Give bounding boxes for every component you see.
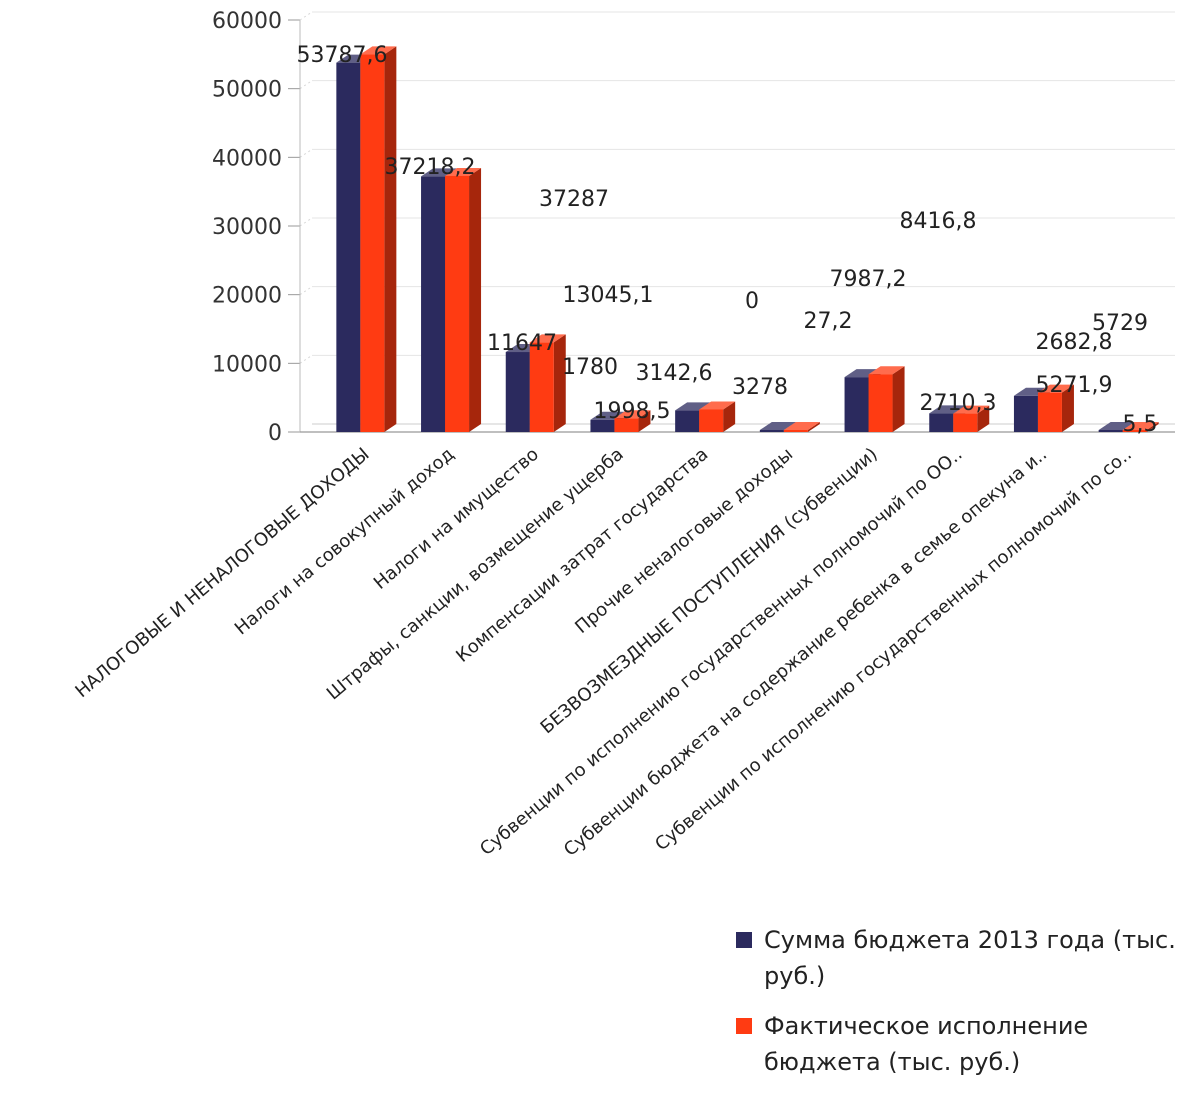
bar-top (445, 167, 482, 176)
bar-top (783, 422, 820, 430)
data-label: 2682,8 (1036, 330, 1113, 355)
bar (953, 413, 978, 432)
bar-side (469, 167, 482, 433)
bar-top (614, 410, 651, 419)
data-label: 5,5 (1123, 412, 1158, 437)
bar-side (892, 366, 905, 432)
gridline-depth (299, 354, 313, 364)
data-label: 2710,3 (920, 391, 997, 416)
gridline-depth (299, 80, 313, 90)
bar (421, 176, 446, 432)
bar (614, 418, 639, 432)
bar-top (953, 405, 990, 414)
y-tick-label: 10000 (212, 352, 282, 377)
data-label: 53787,6 (297, 43, 388, 68)
bar (336, 62, 361, 433)
legend-item-budget: Сумма бюджета 2013 года (тыс. руб.) (736, 922, 1176, 994)
legend: Сумма бюджета 2013 года (тыс. руб.) Факт… (736, 922, 1176, 1094)
data-label: 13045,1 (563, 283, 654, 308)
bar (1013, 395, 1038, 432)
data-label: 8416,8 (900, 209, 977, 234)
gridline-depth (299, 11, 313, 21)
bar-side (1061, 384, 1074, 432)
bar (759, 430, 784, 432)
gridline-depth (299, 148, 313, 158)
bar-top (360, 46, 397, 55)
bar (590, 419, 615, 432)
bar (844, 377, 869, 432)
y-tick-label: 0 (268, 421, 282, 446)
data-label: 11647 (487, 331, 557, 356)
y-tick-label: 40000 (212, 146, 282, 171)
bar-top (1122, 422, 1159, 430)
y-tick-label: 50000 (212, 78, 282, 103)
data-label: 1780 (562, 355, 618, 380)
y-tick-label: 60000 (212, 9, 282, 34)
bar-side (638, 410, 651, 432)
bar-side (977, 405, 990, 432)
bar (529, 342, 554, 432)
bar (445, 175, 470, 433)
bar-side (553, 334, 566, 432)
data-label: 0 (745, 289, 759, 314)
x-category-label: Налоги на имущество (370, 444, 543, 594)
x-category-label: НАЛОГОВЫЕ И НЕНАЛОГОВЫЕ ДОХОДЫ (71, 444, 373, 702)
bar-side (1146, 422, 1159, 432)
bar (360, 54, 385, 432)
gridline-depth (299, 217, 313, 227)
bar-side (807, 422, 820, 432)
bar-top (868, 366, 905, 375)
data-label: 27,2 (804, 309, 853, 334)
legend-swatch-budget (736, 932, 752, 948)
bar (699, 409, 724, 432)
bar-top (1037, 384, 1074, 393)
legend-label-actual: Фактическое исполнение бюджета (тыс. руб… (764, 1012, 1089, 1076)
bar (675, 410, 700, 432)
bar (1098, 430, 1123, 432)
data-label: 1998,5 (594, 399, 671, 424)
bar (1037, 392, 1062, 432)
bar-side (723, 401, 736, 432)
bar-top (529, 334, 566, 343)
y-tick-label: 30000 (212, 215, 282, 240)
legend-item-actual: Фактическое исполнение бюджета (тыс. руб… (736, 1008, 1176, 1080)
data-label: 5729 (1092, 311, 1148, 336)
data-label: 3142,6 (636, 361, 713, 386)
bar-top (929, 405, 966, 414)
gridline-depth (299, 286, 313, 296)
bar (1122, 430, 1147, 432)
bar-top (699, 401, 736, 410)
bar-side (384, 46, 397, 432)
bar (929, 413, 954, 432)
data-label: 37218,2 (385, 155, 476, 180)
bar (868, 374, 893, 432)
data-label: 5271,9 (1036, 373, 1113, 398)
bar (505, 352, 530, 432)
legend-label-budget: Сумма бюджета 2013 года (тыс. руб.) (764, 926, 1176, 990)
x-category-label: Штрафы, санкции, возмещение ущерба (323, 444, 628, 705)
y-tick-label: 20000 (212, 284, 282, 309)
legend-swatch-actual (736, 1018, 752, 1034)
bar (783, 430, 808, 432)
data-label: 3278 (732, 375, 788, 400)
data-label: 7987,2 (830, 267, 907, 292)
data-label: 37287 (539, 187, 609, 212)
